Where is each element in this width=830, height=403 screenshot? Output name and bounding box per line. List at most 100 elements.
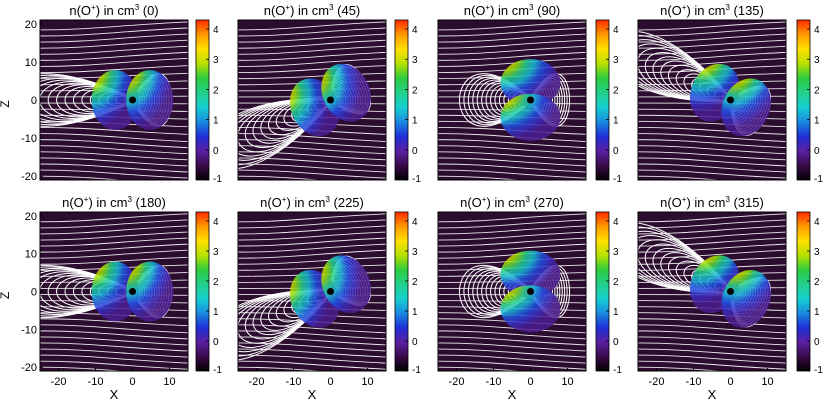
colorbar-tick-label: 1 — [412, 116, 418, 127]
colorbar-tick-label: 3 — [814, 55, 820, 66]
panel-title: n(O+) in cm3 (45) — [264, 3, 361, 18]
y-tick-label: -20 — [21, 362, 37, 374]
colorbar-tick-label: 1 — [213, 307, 219, 318]
colorbar-tick-label: 1 — [613, 307, 619, 318]
x-tick-label: -20 — [649, 376, 665, 388]
colorbar-tick-label: 3 — [412, 247, 418, 258]
colorbar-tick-label: 2 — [213, 277, 219, 288]
density-lobes — [500, 250, 561, 333]
colorbar-tick-label: -1 — [613, 174, 622, 185]
colorbar-tick-label: 4 — [412, 217, 418, 228]
colorbar-tick-label: 1 — [613, 116, 619, 127]
y-tick-label: 20 — [25, 211, 37, 223]
colorbar-tick-label: 3 — [814, 247, 820, 258]
y-axis-label: Z — [0, 100, 12, 107]
y-tick-label: -20 — [21, 171, 37, 183]
panel-title: n(O+) in cm3 (90) — [464, 3, 561, 18]
x-tick-label: 0 — [129, 376, 135, 388]
earth-marker — [527, 96, 534, 104]
colorbar-tick-label: -1 — [213, 174, 222, 185]
y-tick-label: 0 — [31, 287, 37, 299]
earth-marker — [129, 96, 136, 104]
x-tick-label: 10 — [561, 376, 573, 388]
x-tick-label: -10 — [486, 376, 502, 388]
x-tick-label: 10 — [761, 376, 773, 388]
colorbar-tick-label: 1 — [814, 116, 820, 127]
x-tick-label: -20 — [449, 376, 465, 388]
x-tick-label: -10 — [686, 376, 702, 388]
y-tick-label: 0 — [31, 95, 37, 107]
earth-marker — [727, 288, 734, 295]
colorbar-tick-label: 3 — [412, 55, 418, 66]
colorbar-tick-label: 2 — [814, 85, 820, 96]
colorbar-tick-label: 0 — [814, 146, 820, 157]
colorbar-tick-label: 4 — [213, 25, 219, 36]
x-tick-label: -20 — [249, 376, 265, 388]
colorbar-tick-label: 2 — [613, 277, 619, 288]
colorbar-tick-label: 4 — [213, 217, 219, 228]
colorbar-tick-label: 0 — [613, 337, 619, 348]
colorbar-tick-label: 2 — [412, 85, 418, 96]
density-lobes — [689, 255, 772, 328]
x-axis-label: X — [110, 387, 119, 402]
x-axis-label: X — [708, 387, 717, 402]
panel-180: n(O+) in cm3 (180)-20-1001020Z-20-10010X… — [0, 195, 222, 402]
earth-marker — [327, 96, 334, 104]
density-lobes — [689, 63, 772, 137]
colorbar-tick-label: 3 — [213, 247, 219, 258]
x-tick-label: 10 — [163, 376, 175, 388]
earth-marker — [527, 288, 534, 295]
earth-marker — [327, 288, 334, 295]
colorbar-tick-label: 3 — [613, 55, 619, 66]
earth-marker — [727, 96, 734, 104]
y-tick-label: 20 — [25, 19, 37, 31]
colorbar: -1 0 1 2 3 4 — [195, 211, 222, 376]
colorbar-tick-label: 0 — [213, 146, 219, 157]
panel-title: n(O+) in cm3 (225) — [260, 195, 364, 210]
colorbar-tick-label: 0 — [213, 337, 219, 348]
colorbar-tick-label: 4 — [613, 25, 619, 36]
y-tick-label: 10 — [25, 249, 37, 261]
colorbar-tick-label: 2 — [213, 85, 219, 96]
earth-marker — [129, 288, 136, 295]
x-axis-label: X — [308, 387, 317, 402]
colorbar: -1 0 1 2 3 4 — [796, 19, 823, 185]
density-lobes — [91, 70, 174, 130]
y-tick-label: -10 — [21, 133, 37, 145]
panel-title: n(O+) in cm3 (135) — [660, 3, 764, 18]
plot-frame — [637, 211, 787, 372]
x-axis-label: X — [508, 387, 517, 402]
plot-frame — [437, 19, 587, 181]
y-tick-label: -10 — [21, 324, 37, 336]
x-tick-label: 10 — [361, 376, 373, 388]
colorbar-tick-label: 3 — [213, 55, 219, 66]
colorbar-tick-label: 0 — [814, 337, 820, 348]
y-axis-label: Z — [0, 292, 12, 299]
colorbar-tick-label: 3 — [613, 247, 619, 258]
colorbar: -1 0 1 2 3 4 — [394, 211, 421, 376]
colorbar: -1 0 1 2 3 4 — [796, 211, 823, 376]
colorbar: -1 0 1 2 3 4 — [595, 19, 622, 185]
density-lobes — [289, 255, 372, 328]
colorbar: -1 0 1 2 3 4 — [394, 19, 421, 185]
x-tick-label: -10 — [286, 376, 302, 388]
plot-frame — [437, 211, 587, 372]
colorbar-tick-label: 4 — [412, 25, 418, 36]
x-tick-label: -20 — [51, 376, 67, 388]
plot-frame — [637, 19, 787, 181]
colorbar-tick-label: 4 — [814, 25, 820, 36]
x-tick-label: 0 — [527, 376, 533, 388]
colorbar-tick-label: 2 — [613, 85, 619, 96]
panel-45: n(O+) in cm3 (45) -1 0 1 2 3 4 — [237, 3, 421, 185]
colorbar-tick-label: 2 — [814, 277, 820, 288]
plot-frame — [237, 19, 387, 181]
density-lobes — [500, 59, 561, 141]
plot-frame — [237, 211, 387, 372]
colorbar-tick-label: -1 — [814, 365, 823, 376]
colorbar-tick-label: 0 — [613, 146, 619, 157]
colorbar-tick-label: 0 — [412, 337, 418, 348]
